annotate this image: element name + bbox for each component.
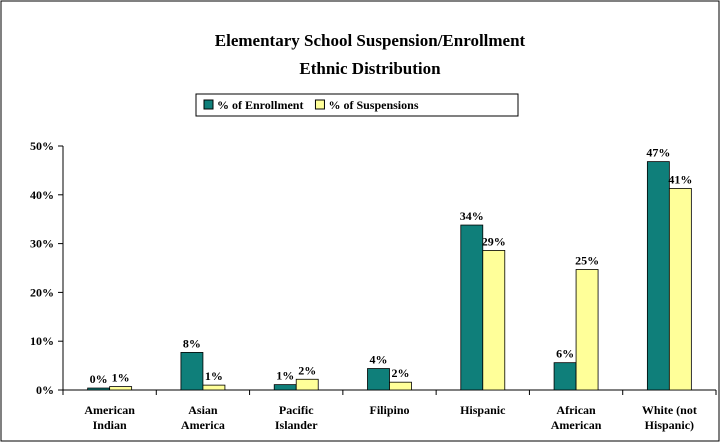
y-tick-label: 30%	[30, 237, 54, 251]
bar	[367, 368, 390, 391]
value-label: 6%	[556, 347, 574, 361]
bar	[295, 378, 319, 391]
x-tick-label: Hispanic	[460, 403, 506, 417]
x-tick-label: Filipino	[369, 403, 409, 417]
legend-swatch	[314, 99, 325, 110]
value-label: 29%	[482, 234, 506, 248]
y-tick-label: 40%	[30, 188, 54, 202]
value-label: 41%	[668, 172, 692, 186]
chart-subtitle: Ethnic Distribution	[299, 59, 441, 78]
x-tick-label: White (not Hispanic)	[642, 403, 697, 432]
bar	[460, 224, 484, 391]
value-label: 4%	[370, 353, 388, 367]
legend-label: % of Enrollment	[217, 98, 303, 112]
chart-title: Elementary School Suspension/Enrollment	[215, 31, 526, 50]
x-tick-label: African American	[551, 403, 602, 432]
bar	[109, 386, 133, 391]
value-label: 25%	[575, 253, 599, 267]
bar	[87, 387, 111, 391]
bar	[646, 161, 670, 391]
legend-box	[195, 93, 519, 117]
legend-swatch	[203, 99, 214, 110]
bar	[668, 188, 692, 391]
y-tick-label: 0%	[36, 383, 54, 397]
bar	[482, 250, 506, 391]
value-label: 8%	[183, 336, 201, 350]
bar	[180, 352, 204, 391]
value-label: 47%	[646, 146, 670, 160]
value-label: 1%	[205, 369, 223, 383]
x-tick-label: Pacific Islander	[275, 403, 318, 432]
x-tick-label: Asian America	[181, 403, 225, 432]
y-tick-label: 10%	[30, 334, 54, 348]
bar	[202, 384, 226, 391]
bar	[553, 362, 577, 391]
legend-label: % of Suspensions	[328, 98, 418, 112]
bar	[575, 269, 599, 391]
x-tick-label: American Indian	[84, 403, 135, 432]
y-tick-label: 20%	[30, 285, 54, 299]
bar	[389, 381, 412, 391]
value-label: 2%	[392, 366, 410, 380]
value-label: 2%	[298, 363, 316, 377]
value-label: 34%	[460, 209, 484, 223]
value-label: 1%	[276, 369, 294, 383]
y-tick-label: 50%	[30, 139, 54, 153]
value-label: 0%	[90, 372, 108, 386]
value-label: 1%	[112, 371, 130, 385]
bar	[273, 384, 297, 391]
